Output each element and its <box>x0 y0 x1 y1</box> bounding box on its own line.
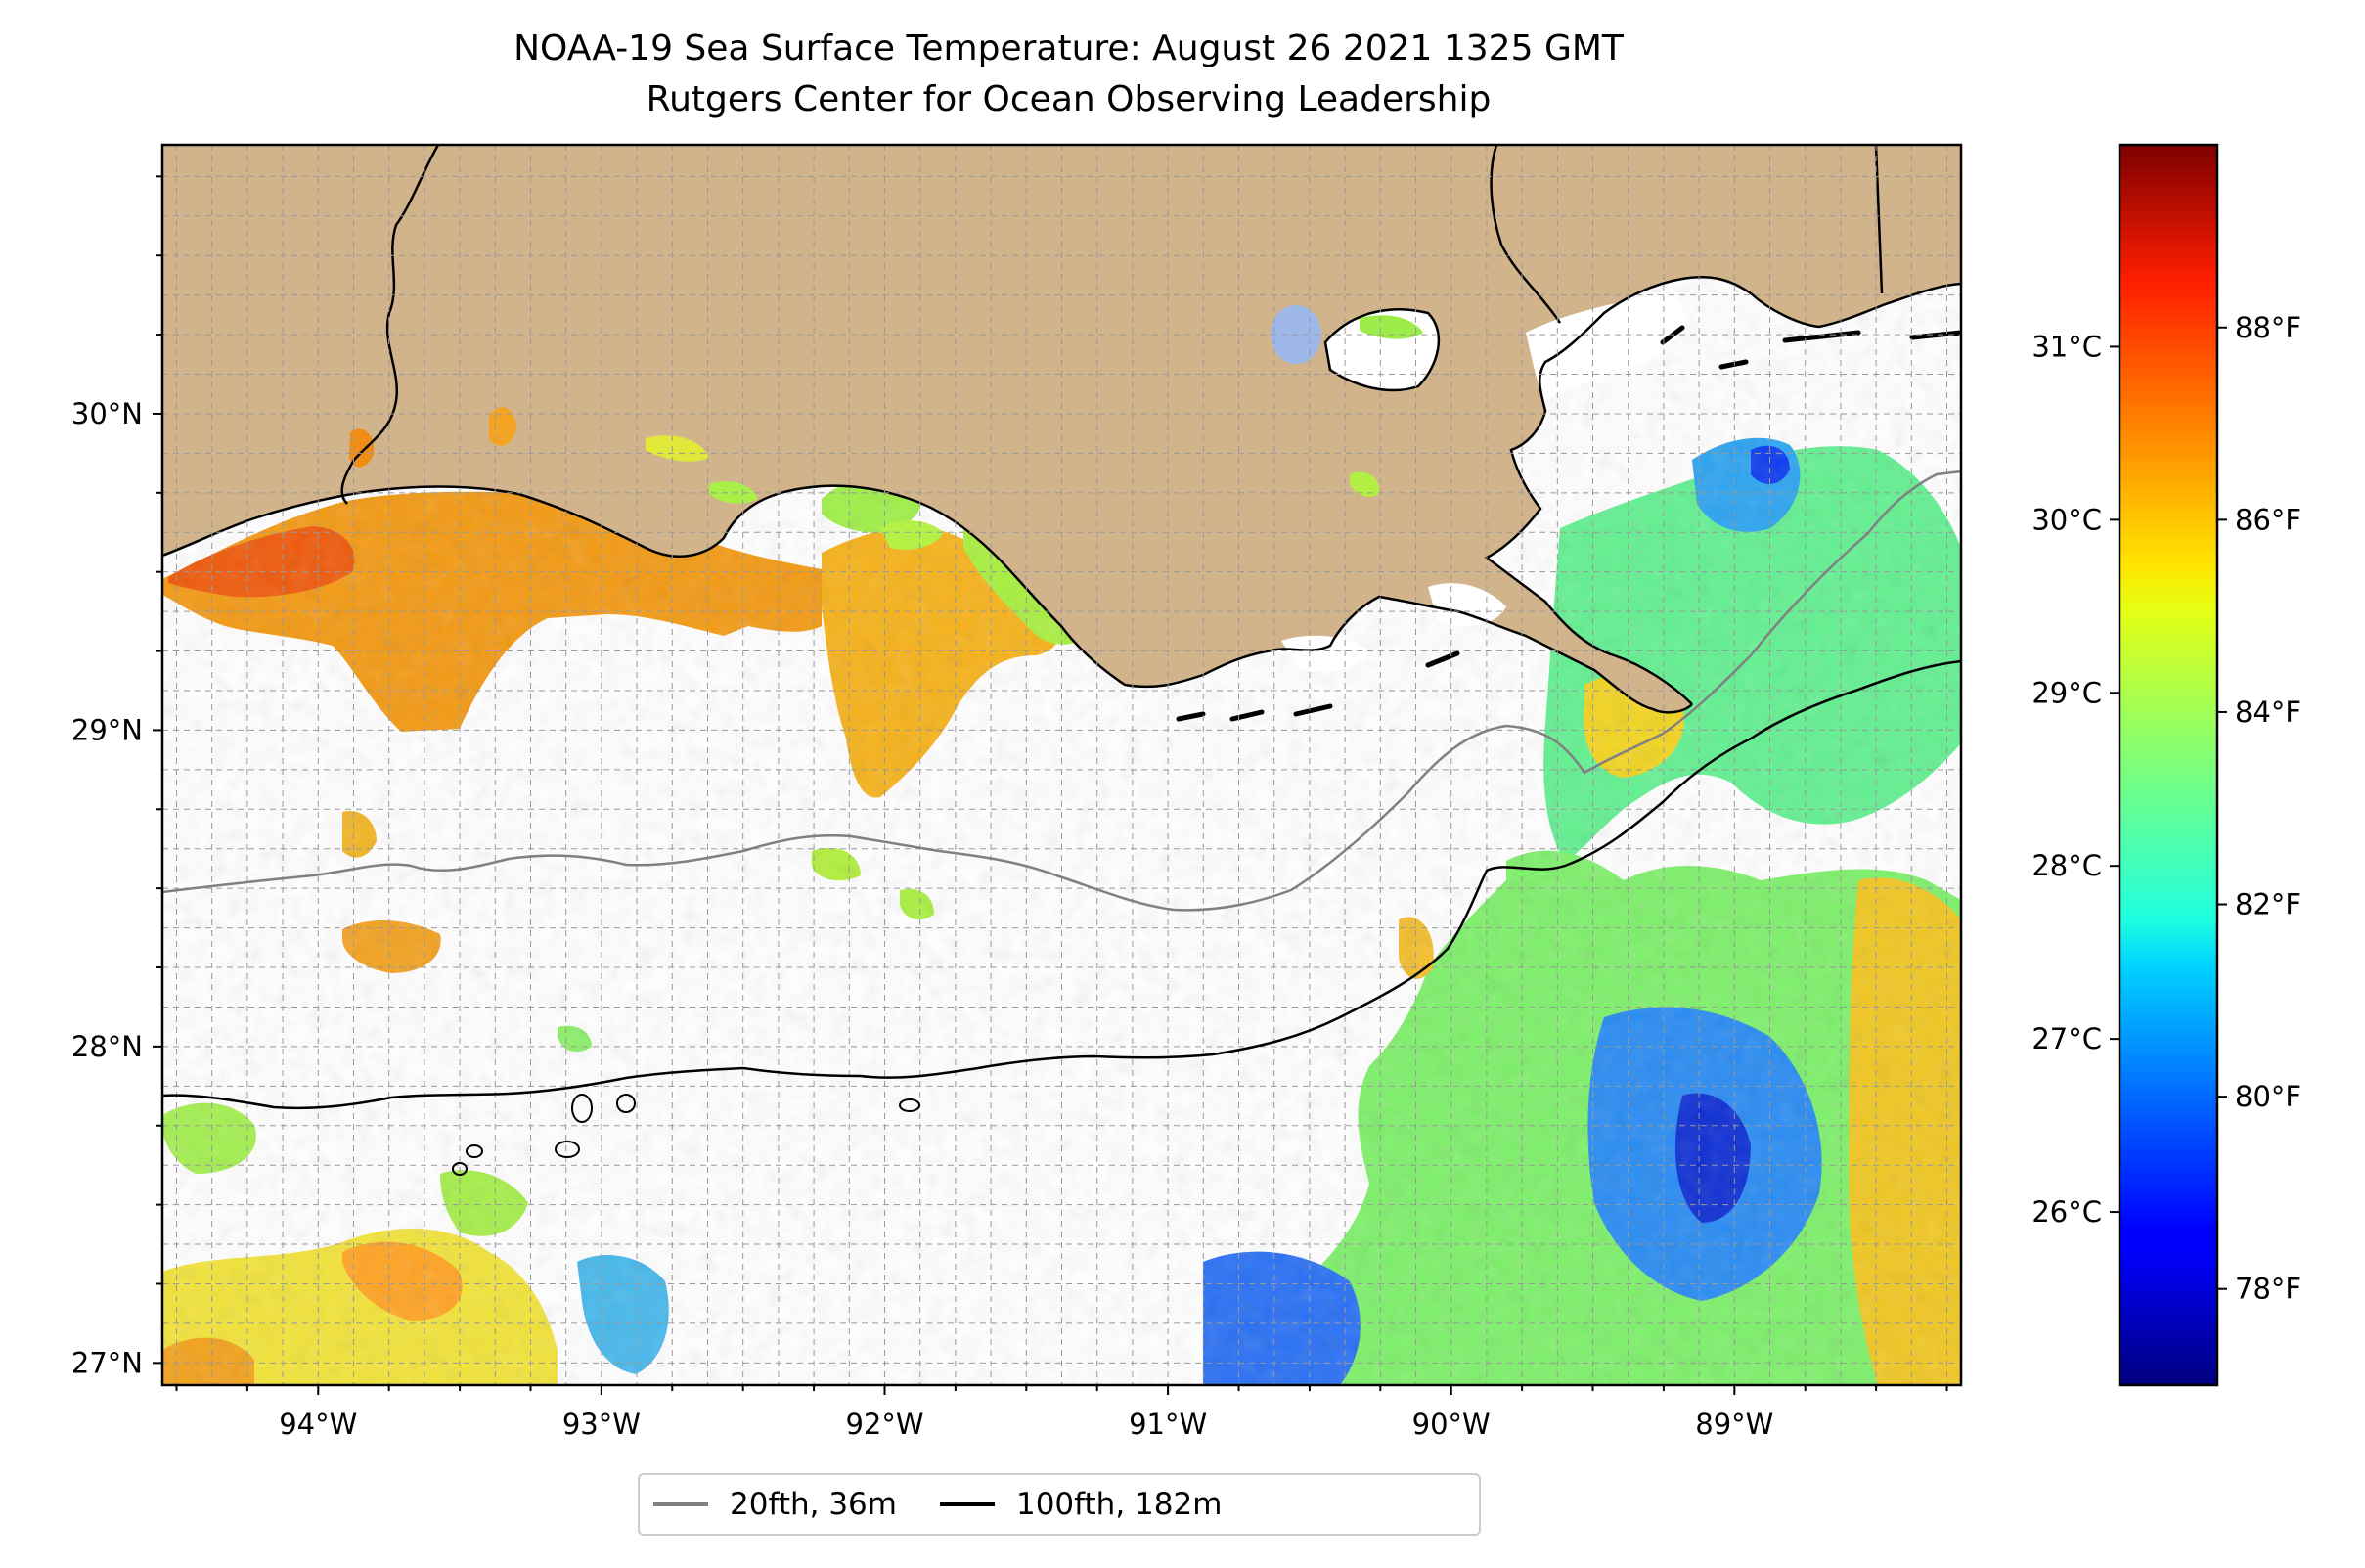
fahrenheit-tick-label: 82°F <box>2235 888 2301 921</box>
vermilion-bay <box>880 520 944 550</box>
legend-item-100fth: 100fth, 182m <box>939 1487 1223 1522</box>
coastline-east <box>1484 276 1961 705</box>
lon-tick-label: 90°W <box>1412 1408 1491 1441</box>
barataria-water <box>1428 583 1506 626</box>
lon-axis: 94°W 93°W 92°W 91°W 90°W 89°W <box>175 1385 1948 1441</box>
white-lake <box>646 435 709 462</box>
legend-label-20fth: 20fth, 36m <box>730 1487 897 1522</box>
lat-tick-label: 29°N <box>71 713 143 746</box>
isobath-20fth <box>162 470 1961 912</box>
map-subtitle: Rutgers Center for Ocean Observing Leade… <box>646 79 1492 119</box>
lake-salvador <box>1350 471 1380 497</box>
lon-tick-label: 94°W <box>279 1408 357 1441</box>
terrebonne-water <box>1281 635 1369 672</box>
fahrenheit-tick-label: 80°F <box>2235 1080 2301 1113</box>
celsius-tick-label: 30°C <box>2031 503 2102 536</box>
lon-tick-label: 92°W <box>845 1408 923 1441</box>
lon-tick-label: 91°W <box>1129 1408 1207 1441</box>
salt-domes <box>452 1094 920 1176</box>
legend-label-100fth: 100fth, 182m <box>1015 1487 1223 1522</box>
map-title: NOAA-19 Sea Surface Temperature: August … <box>513 28 1624 68</box>
barrier-islands <box>1176 325 1961 722</box>
lat-tick-label: 27°N <box>71 1346 143 1379</box>
lat-axis: 30°N 29°N 28°N 27°N <box>71 175 162 1379</box>
legend: 20fth, 36m 100fth, 182m <box>638 1473 1481 1536</box>
lake-pontchartrain-sst <box>1360 315 1423 339</box>
lon-tick-label: 93°W <box>562 1408 641 1441</box>
celsius-tick-label: 28°C <box>2031 849 2102 882</box>
fahrenheit-tick-label: 86°F <box>2235 503 2301 536</box>
colorbar-fahrenheit-axis: 78°F 80°F 82°F 84°F 86°F 88°F <box>2217 311 2301 1306</box>
pontchartrain-shore <box>1323 308 1441 392</box>
mississippi-alabama-border <box>1874 145 1884 294</box>
lat-tick-label: 28°N <box>71 1030 143 1063</box>
celsius-tick-label: 26°C <box>2031 1195 2102 1229</box>
colorbar <box>2120 145 2217 1385</box>
colorbar-celsius-axis: 26°C 27°C 28°C 29°C 30°C 31°C <box>2031 330 2120 1229</box>
legend-swatch-20fth <box>653 1502 708 1506</box>
calcasieu-lake <box>489 407 516 446</box>
map-frame <box>160 143 1963 1387</box>
celsius-tick-label: 31°C <box>2031 330 2102 363</box>
colorbar-frame <box>2118 143 2219 1387</box>
lon-tick-label: 89°W <box>1695 1408 1773 1441</box>
fahrenheit-tick-label: 84°F <box>2235 695 2301 729</box>
celsius-tick-label: 29°C <box>2031 676 2102 709</box>
gridlines <box>162 145 1961 1385</box>
fahrenheit-tick-label: 88°F <box>2235 311 2301 344</box>
isobath-100fth <box>162 659 1961 1110</box>
louisiana-mississippi-border <box>1490 145 1562 324</box>
lat-tick-label: 30°N <box>71 397 143 430</box>
celsius-tick-label: 27°C <box>2031 1022 2102 1055</box>
legend-swatch-100fth <box>939 1502 995 1506</box>
legend-item-20fth: 20fth, 36m <box>653 1487 897 1522</box>
fahrenheit-tick-label: 78°F <box>2235 1273 2301 1306</box>
coastline <box>162 484 1693 714</box>
